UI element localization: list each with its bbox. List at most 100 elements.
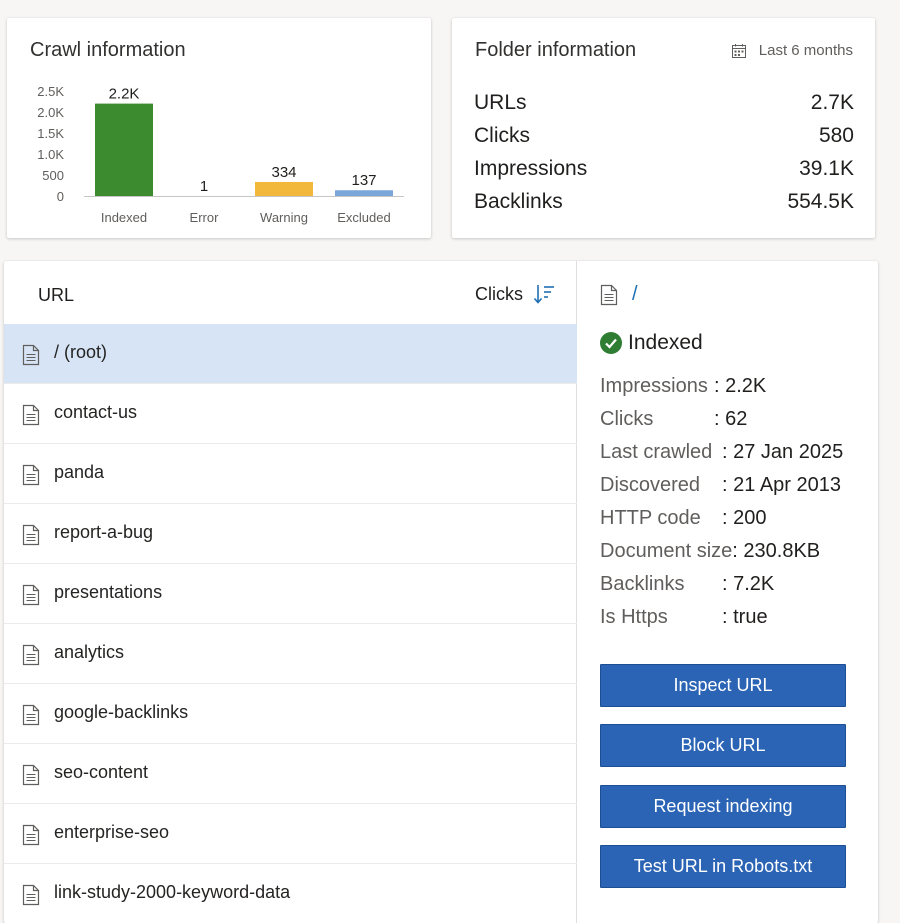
- date-range-label: Last 6 months: [758, 42, 853, 59]
- folder-information-card: Folder information Last 6 months URLs 2.…: [452, 18, 875, 238]
- property-is-https: Is Https: true: [600, 602, 843, 635]
- y-tick-label: 1.0K: [37, 147, 64, 162]
- url-explorer-panel: URL Clicks / (root) contact-us: [4, 261, 878, 923]
- list-item-label: seo-content: [54, 762, 149, 782]
- bar: [255, 181, 313, 196]
- document-icon: [22, 644, 40, 666]
- list-item[interactable]: report-a-bug: [4, 504, 577, 564]
- crawl-status-bar-chart: 0 500 1.0K 1.5K 2.0K 2.5K 2.2K Indexed 1 Error 334…: [37, 84, 404, 225]
- clicks-column-label: Clicks: [475, 283, 523, 304]
- list-item[interactable]: analytics: [4, 624, 577, 684]
- document-icon: [22, 824, 40, 846]
- list-item[interactable]: presentations: [4, 564, 577, 624]
- list-item-label: enterprise-seo: [54, 822, 170, 842]
- block-url-button[interactable]: Block URL: [600, 724, 846, 767]
- folder-stat-impressions: Impressions 39.1K: [474, 155, 854, 188]
- x-tick-label: Excluded: [337, 210, 390, 225]
- folder-stat-value: 2.7K: [810, 91, 854, 114]
- folder-stat-value: 554.5K: [787, 190, 854, 213]
- folder-stat-urls: URLs 2.7K: [474, 89, 854, 122]
- bar-data-label: 137: [351, 172, 376, 189]
- property-http-code: HTTP code : 200: [600, 503, 843, 536]
- property-backlinks: Backlinks: 7.2K: [600, 569, 843, 602]
- list-item-label: presentations: [54, 582, 163, 602]
- crawl-information-card: Crawl information 0 500 1.0K 1.5K 2.0K 2.5K 2.…: [7, 18, 431, 238]
- y-tick-label: 2.5K: [37, 84, 64, 99]
- property-key: Impressions: [600, 375, 708, 397]
- document-icon: [22, 884, 40, 906]
- property-value: : 2.2K: [714, 375, 767, 397]
- sort-descending-icon[interactable]: [533, 283, 555, 305]
- document-icon: [22, 584, 40, 606]
- detail-path: /: [600, 283, 638, 306]
- url-list: / (root) contact-us panda report-a-bug p…: [4, 324, 577, 923]
- y-tick-label: 500: [42, 168, 64, 183]
- test-robots-button[interactable]: Test URL in Robots.txt: [600, 845, 846, 888]
- document-icon: [22, 464, 40, 486]
- x-tick-label: Error: [190, 210, 220, 225]
- list-item[interactable]: seo-content: [4, 744, 577, 804]
- folder-stat-value: 580: [818, 124, 854, 147]
- detail-path-link[interactable]: /: [632, 283, 638, 305]
- list-item-label: google-backlinks: [54, 702, 189, 722]
- folder-stat-label: Backlinks: [474, 190, 563, 213]
- folder-information-title: Folder information: [475, 39, 637, 61]
- property-value: : 21 Apr 2013: [722, 474, 841, 496]
- property-key: Document size: [600, 540, 733, 562]
- list-item-label: analytics: [54, 642, 125, 662]
- property-value: : 27 Jan 2025: [722, 441, 844, 463]
- document-icon: [22, 704, 40, 726]
- bar-data-label: 334: [271, 164, 296, 181]
- property-value: : 230.8KB: [732, 540, 821, 562]
- url-column-header[interactable]: URL: [38, 285, 75, 305]
- property-key: Last crawled: [600, 441, 713, 463]
- property-document-size: Document size: 230.8KB: [600, 536, 843, 569]
- folder-stat-label: Clicks: [474, 124, 530, 147]
- list-item-label: panda: [54, 462, 105, 482]
- index-status: Indexed: [600, 331, 703, 355]
- folder-stat-label: Impressions: [474, 157, 588, 180]
- list-item-label: / (root): [54, 342, 108, 362]
- x-tick-label: Warning: [260, 210, 308, 225]
- url-list-pane: URL Clicks / (root) contact-us: [4, 261, 577, 923]
- property-clicks: Clicks : 62: [600, 404, 843, 437]
- list-item[interactable]: link-study-2000-keyword-data: [4, 864, 577, 923]
- property-value: : 200: [722, 507, 767, 529]
- y-tick-label: 0: [57, 189, 64, 204]
- list-item-label: contact-us: [54, 402, 138, 422]
- property-discovered: Discovered : 21 Apr 2013: [600, 470, 843, 503]
- crawl-information-title: Crawl information: [30, 39, 186, 61]
- document-icon: [600, 284, 618, 305]
- document-icon: [22, 764, 40, 786]
- list-item[interactable]: google-backlinks: [4, 684, 577, 744]
- url-list-header: URL Clicks: [4, 261, 577, 324]
- list-item-label: link-study-2000-keyword-data: [54, 882, 291, 902]
- x-tick-label: Indexed: [101, 210, 147, 225]
- property-key: HTTP code: [600, 507, 701, 529]
- list-item[interactable]: panda: [4, 444, 577, 504]
- list-item-label: report-a-bug: [54, 522, 154, 542]
- property-key: Backlinks: [600, 573, 685, 595]
- bar: [95, 103, 153, 196]
- property-key: Clicks: [600, 408, 654, 430]
- bar: [335, 190, 393, 196]
- calendar-icon: [731, 43, 746, 58]
- date-range-filter[interactable]: Last 6 months: [731, 42, 853, 59]
- list-item[interactable]: contact-us: [4, 384, 577, 444]
- folder-stat-label: URLs: [474, 91, 527, 114]
- property-value: : 62: [714, 408, 748, 430]
- url-properties: Impressions : 2.2K Clicks : 62 Last crawle…: [600, 371, 843, 635]
- list-item[interactable]: / (root): [4, 324, 577, 384]
- folder-stat-clicks: Clicks 580: [474, 122, 854, 155]
- clicks-column-header[interactable]: Clicks: [475, 283, 555, 305]
- list-item[interactable]: enterprise-seo: [4, 804, 577, 864]
- inspect-url-button[interactable]: Inspect URL: [600, 664, 846, 707]
- check-circle-icon: [600, 332, 622, 354]
- bar-data-label: 1: [200, 178, 208, 195]
- y-tick-label: 2.0K: [37, 105, 64, 120]
- property-key: Discovered: [600, 474, 701, 496]
- bar-data-label: 2.2K: [109, 86, 140, 103]
- request-indexing-button[interactable]: Request indexing: [600, 785, 846, 828]
- property-last-crawled: Last crawled : 27 Jan 2025: [600, 437, 843, 470]
- document-icon: [22, 344, 40, 366]
